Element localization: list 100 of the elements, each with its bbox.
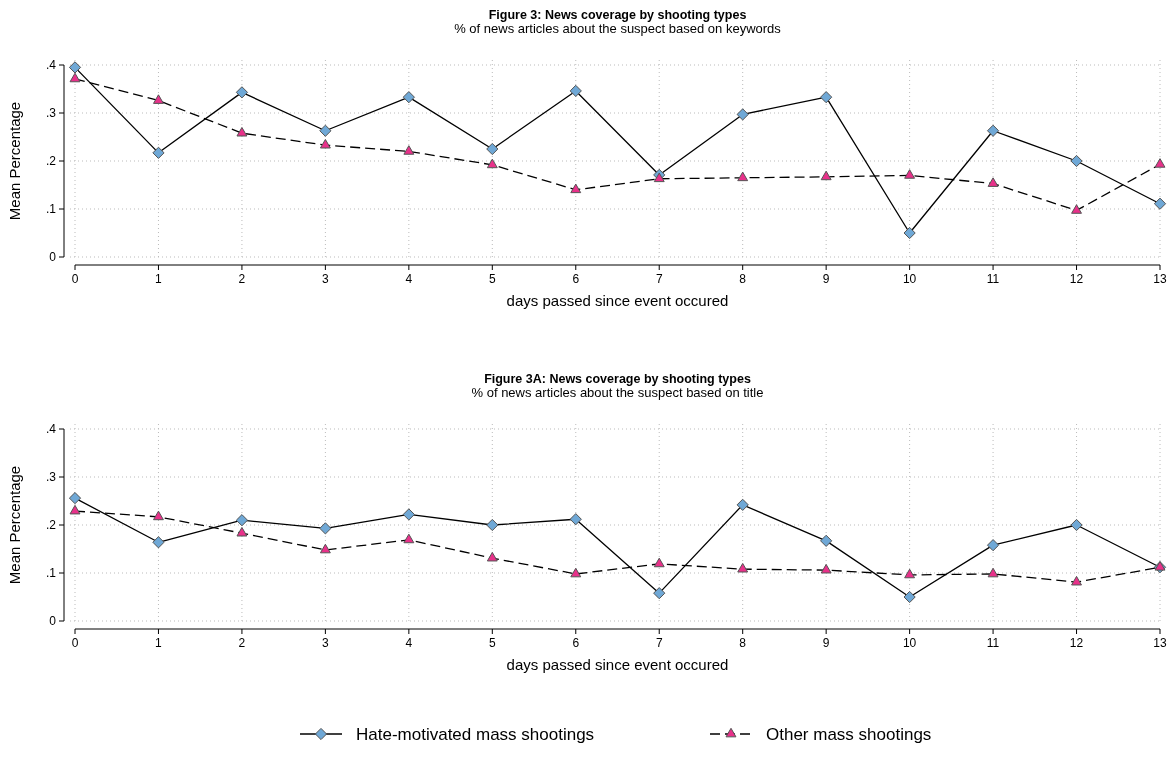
- y-tick-label: 0: [49, 250, 57, 264]
- chart-subtitle: % of news articles about the suspect based on title: [471, 385, 764, 400]
- point: [904, 568, 916, 579]
- y-axis-title: Mean Percentage: [6, 465, 23, 585]
- point: [903, 226, 916, 240]
- point: [68, 61, 82, 74]
- y-tick-label: 0: [49, 614, 57, 628]
- point: [653, 172, 665, 183]
- y-tick-label: .1: [45, 566, 57, 580]
- x-tick-label: 0: [71, 636, 79, 650]
- x-tick-label: 4: [405, 272, 413, 286]
- point: [236, 526, 248, 537]
- chart-subtitle: % of news articles about the suspect based on keywords: [454, 21, 782, 36]
- point: [319, 124, 332, 137]
- chart-title: Figure 3A: News coverage by shooting types: [484, 372, 751, 386]
- x-axis-title: days passed since event occured: [506, 292, 729, 309]
- y-tick-label: .2: [45, 518, 57, 532]
- point: [152, 146, 165, 159]
- point: [570, 183, 582, 194]
- point: [736, 108, 749, 121]
- point: [1153, 197, 1167, 210]
- x-tick-label: 12: [1069, 636, 1084, 650]
- x-tick-label: 11: [986, 636, 1000, 650]
- point: [402, 508, 415, 521]
- point: [820, 170, 832, 181]
- point: [69, 72, 81, 83]
- point: [987, 567, 999, 578]
- point: [319, 522, 332, 535]
- x-tick-label: 5: [488, 272, 496, 286]
- point: [1070, 154, 1083, 168]
- point: [486, 158, 498, 169]
- x-tick-label: 7: [655, 636, 663, 650]
- point: [986, 124, 1000, 137]
- point: [737, 562, 749, 573]
- point: [1071, 575, 1082, 586]
- x-tick-label: 10: [902, 636, 917, 650]
- point: [987, 177, 999, 187]
- x-tick-label: 8: [739, 636, 747, 650]
- point: [570, 567, 582, 578]
- x-tick-label: 4: [405, 636, 413, 650]
- x-tick-label: 12: [1069, 272, 1084, 286]
- point: [569, 513, 582, 526]
- point: [820, 563, 832, 574]
- x-tick-label: 6: [572, 636, 580, 650]
- point: [1071, 204, 1082, 214]
- point: [486, 551, 498, 562]
- x-tick-label: 1: [155, 272, 163, 286]
- x-tick-label: 2: [238, 636, 246, 650]
- point: [486, 142, 499, 156]
- point: [653, 587, 666, 600]
- x-tick-label: 5: [488, 636, 496, 650]
- y-tick-label: .1: [45, 202, 57, 216]
- legend-label: Other mass shootings: [766, 725, 932, 744]
- x-tick-label: 11: [986, 272, 1000, 286]
- point: [235, 514, 249, 527]
- chart-title: Figure 3: News coverage by shooting types: [488, 8, 747, 22]
- point: [903, 590, 916, 604]
- point: [153, 510, 164, 521]
- x-tick-label: 13: [1153, 272, 1167, 286]
- point: [986, 539, 1000, 552]
- x-tick-label: 10: [902, 272, 917, 286]
- point: [402, 91, 415, 104]
- point: [68, 492, 82, 505]
- point: [403, 145, 415, 155]
- point: [235, 86, 249, 99]
- x-tick-label: 0: [71, 272, 79, 286]
- x-axis-title: days passed since event occured: [506, 656, 729, 673]
- y-tick-label: .4: [45, 58, 57, 72]
- y-tick-label: .3: [45, 470, 57, 484]
- x-tick-label: 3: [322, 272, 330, 286]
- point: [1154, 158, 1166, 168]
- point: [236, 126, 248, 137]
- point: [904, 169, 916, 179]
- x-tick-label: 3: [322, 636, 330, 650]
- point: [737, 171, 749, 182]
- point: [569, 84, 582, 98]
- point: [736, 498, 749, 511]
- x-tick-label: 13: [1153, 636, 1167, 650]
- x-tick-label: 1: [155, 636, 163, 650]
- y-tick-label: .2: [45, 154, 57, 168]
- x-tick-label: 8: [739, 272, 747, 286]
- x-tick-label: 2: [238, 272, 246, 286]
- legend-label: Hate-motivated mass shootings: [356, 725, 595, 744]
- point: [319, 543, 331, 554]
- x-tick-label: 6: [572, 272, 580, 286]
- point: [820, 91, 833, 104]
- point: [153, 94, 164, 104]
- point: [653, 557, 665, 568]
- point: [69, 504, 81, 515]
- point: [820, 534, 833, 547]
- y-tick-label: .4: [45, 422, 57, 436]
- point: [319, 138, 331, 149]
- y-tick-label: .3: [45, 106, 57, 120]
- point: [486, 518, 499, 532]
- x-tick-label: 7: [655, 272, 663, 286]
- point: [403, 533, 415, 544]
- x-tick-label: 9: [822, 636, 830, 650]
- x-tick-label: 9: [822, 272, 830, 286]
- y-axis-title: Mean Percentage: [6, 101, 23, 221]
- point: [1070, 518, 1083, 532]
